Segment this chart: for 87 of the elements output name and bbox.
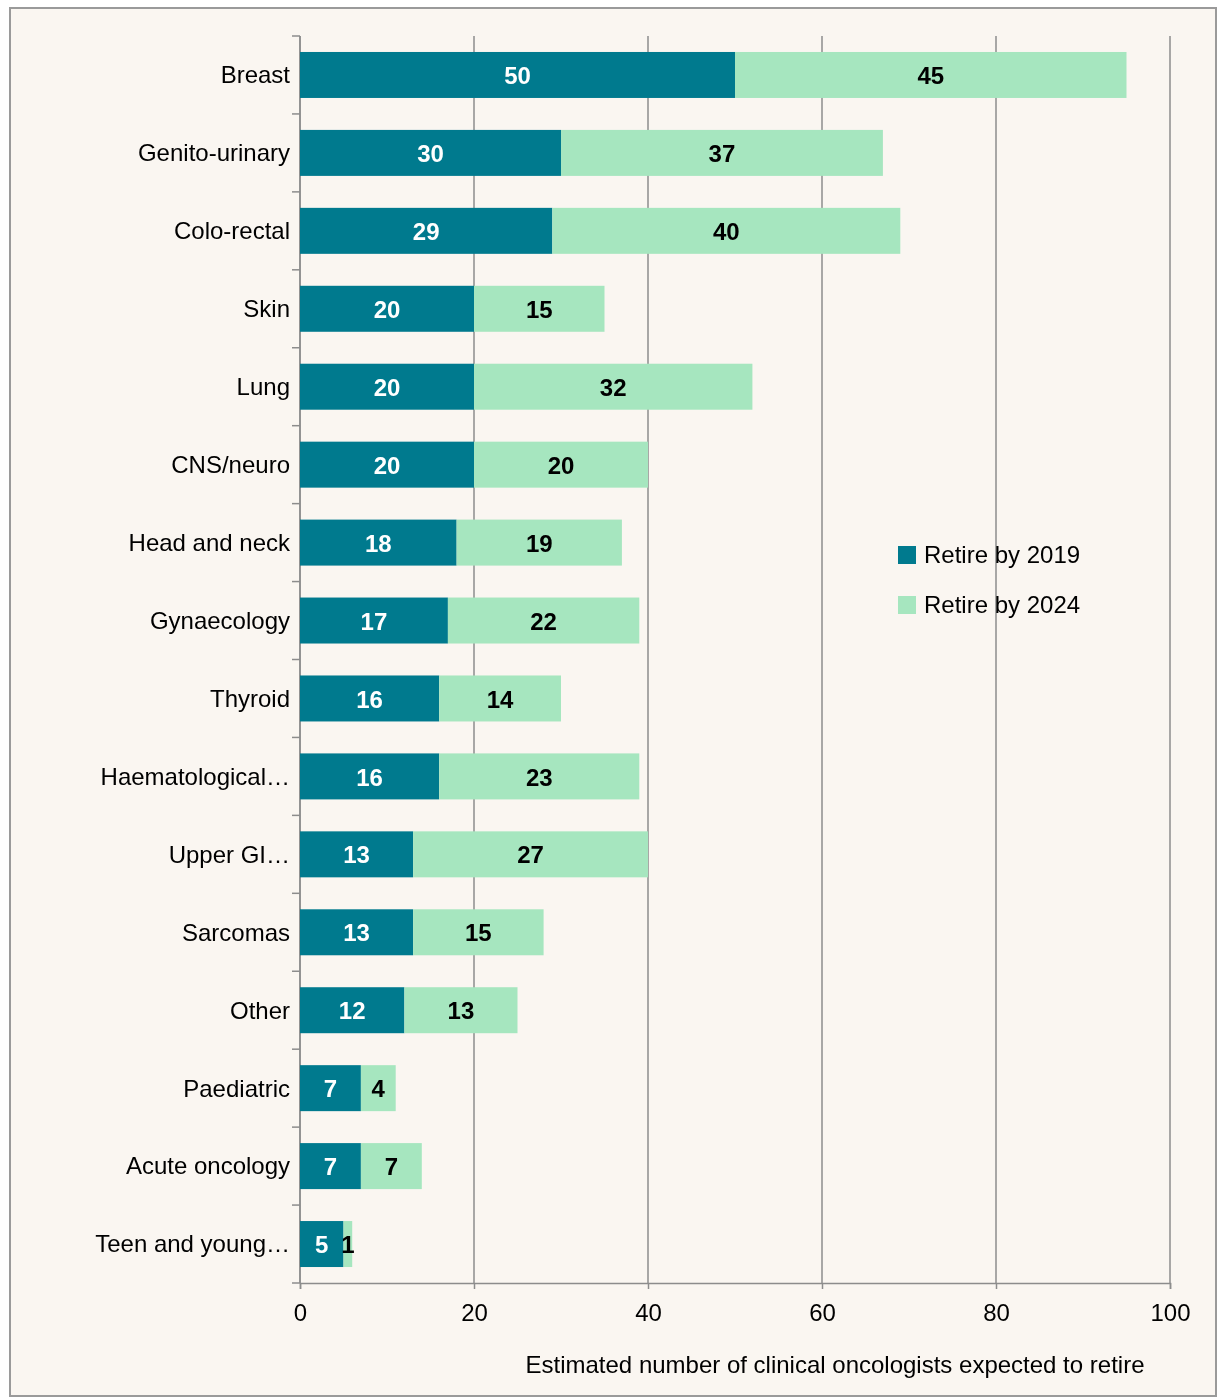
bar [300,207,553,254]
bar [300,675,440,722]
data-label: 50 [504,62,531,90]
y-tick-label: CNS/neuro [171,451,290,479]
data-label: 23 [525,763,553,791]
x-axis-title: Estimated number of clinical oncologists expected to retire [525,1351,1145,1378]
x-tick-label: 20 [461,1298,488,1326]
x-tick-label: 60 [809,1298,836,1326]
data-label: 15 [465,919,492,947]
data-label: 40 [712,217,740,245]
data-label: 20 [373,373,401,401]
x-tick-label: 40 [635,1298,662,1326]
bar [300,831,414,878]
bar [300,1065,361,1112]
y-tick-label: Skin [243,295,290,323]
data-label: 45 [917,62,945,90]
bar [360,1065,396,1112]
bar [735,51,1127,98]
bar [413,909,544,956]
bar [300,1221,344,1268]
y-tick-label: Head and neck [128,528,291,556]
bar [447,597,640,644]
data-label: 13 [343,919,370,947]
data-label: 12 [338,997,366,1025]
data-label: 29 [412,217,440,245]
bar [360,1143,422,1190]
bar [300,441,474,488]
bar [300,753,440,800]
data-label: 7 [384,1153,399,1181]
data-label: 27 [517,841,544,869]
y-tick-label: Lung [236,373,290,401]
legend-label: Retire by 2024 [924,591,1081,619]
data-label: 37 [708,140,736,168]
data-label: 16 [356,763,383,791]
y-tick-label: Gynaecology [149,606,290,634]
bar [300,51,735,98]
data-label: 17 [360,607,388,635]
data-label: 13 [343,841,370,869]
bar [561,129,883,176]
bar [439,675,561,722]
bar [456,519,622,566]
data-label: 14 [486,685,515,713]
y-tick-label: Colo-rectal [173,217,290,245]
bar [413,831,648,878]
y-tick-label: Paediatric [183,1074,290,1102]
data-label: 7 [323,1153,338,1181]
bar [439,753,640,800]
data-label: 20 [373,295,401,323]
y-tick-label: Haematological… [100,762,290,790]
data-label: 16 [356,685,383,713]
bar [474,441,648,488]
bar [300,129,561,176]
data-label: 4 [371,1075,386,1103]
data-label: 15 [525,295,553,323]
data-label: 20 [373,451,401,479]
y-tick-label: Sarcomas [181,918,290,946]
data-label: 30 [417,140,444,168]
data-label: 20 [547,451,575,479]
bar [300,1143,361,1190]
legend-label: Retire by 2019 [924,541,1081,569]
bar [300,285,474,332]
bar [300,909,414,956]
x-tick-label: 80 [983,1298,1010,1326]
bar [474,363,753,410]
data-label: 22 [530,607,557,635]
bar [474,285,605,332]
data-label: 7 [323,1075,338,1103]
x-tick-label: 0 [293,1298,308,1326]
data-label: 19 [525,529,553,557]
y-tick-label: Genito-urinary [137,139,290,167]
x-tick-label: 100 [1150,1298,1191,1326]
data-label: 13 [447,997,475,1025]
y-tick-label: Other [229,996,290,1024]
y-tick-label: Upper GI… [168,840,290,868]
y-tick-label: Teen and young… [95,1230,290,1258]
bar [552,207,901,254]
bar [300,363,474,410]
bar [300,597,448,644]
data-label: 32 [599,373,627,401]
y-tick-label: Thyroid [209,684,290,712]
data-label: 18 [364,529,392,557]
data-label: 5 [315,1231,329,1259]
bar [300,987,405,1034]
bar [300,519,457,566]
y-tick-label: Acute oncology [125,1152,290,1180]
y-tick-label: Breast [220,61,291,89]
bar [404,987,518,1034]
